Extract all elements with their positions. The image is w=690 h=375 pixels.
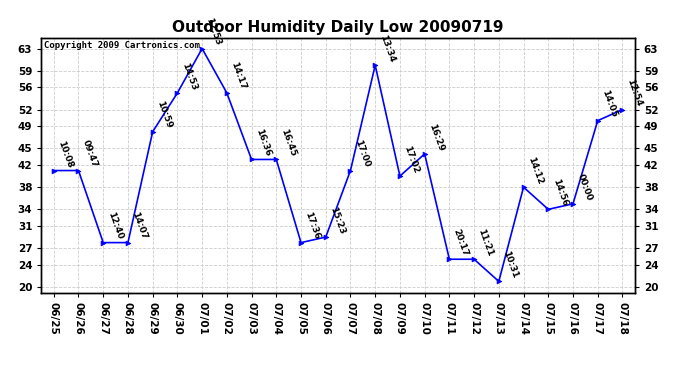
Text: 14:07: 14:07: [130, 211, 149, 241]
Text: 15:23: 15:23: [328, 206, 346, 236]
Text: 14:05: 14:05: [600, 89, 618, 119]
Title: Outdoor Humidity Daily Low 20090719: Outdoor Humidity Daily Low 20090719: [172, 20, 504, 35]
Text: 16:45: 16:45: [279, 128, 297, 158]
Text: 10:08: 10:08: [57, 139, 75, 169]
Text: 14:56: 14:56: [551, 178, 569, 208]
Text: 16:29: 16:29: [427, 122, 446, 152]
Text: 12:40: 12:40: [106, 211, 124, 241]
Text: 10:59: 10:59: [155, 100, 173, 130]
Text: 16:36: 16:36: [254, 128, 273, 158]
Text: 12:53: 12:53: [204, 17, 223, 47]
Text: 14:17: 14:17: [229, 61, 248, 91]
Text: 20:17: 20:17: [452, 228, 470, 258]
Text: 09:47: 09:47: [81, 139, 99, 169]
Text: 10:31: 10:31: [501, 250, 520, 280]
Text: 00:00: 00:00: [575, 172, 593, 202]
Text: 17:00: 17:00: [353, 139, 371, 169]
Text: 17:36: 17:36: [304, 211, 322, 241]
Text: 11:21: 11:21: [477, 228, 495, 258]
Text: 12:54: 12:54: [625, 78, 643, 108]
Text: 17:02: 17:02: [402, 144, 421, 174]
Text: Copyright 2009 Cartronics.com: Copyright 2009 Cartronics.com: [44, 41, 200, 50]
Text: 14:53: 14:53: [180, 61, 198, 91]
Text: 13:34: 13:34: [377, 33, 396, 63]
Text: 14:12: 14:12: [526, 155, 544, 186]
